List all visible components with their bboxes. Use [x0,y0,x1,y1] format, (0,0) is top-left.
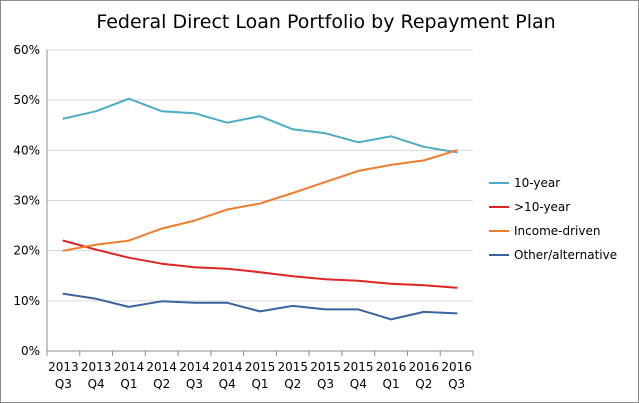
series-line-10-year [62,239,458,289]
x-tick-label: 2014 Q3 [179,360,210,391]
x-tick-label: 2016 Q3 [441,360,472,391]
legend-label: Other/alternative [514,248,617,262]
legend: 10-year >10-year Income-driven Other/altern… [489,176,617,262]
series-lines [62,97,458,321]
y-tick-label: 10% [13,294,40,308]
series-line-other-alternative [62,292,458,321]
x-tick-label: 2014 Q1 [114,360,145,391]
series-line-10-year [62,97,458,154]
x-tick-label: 2015 Q4 [343,360,374,391]
gridlines [47,49,473,302]
y-tick-label: 20% [13,244,40,258]
x-tick-label: 2015 Q1 [245,360,276,391]
y-tick-label: 30% [13,194,40,208]
y-tick-label: 40% [13,143,40,157]
legend-label: >10-year [514,200,570,214]
y-axis-ticks: 0% 10% 20% 30% 40% 50% 60% [13,43,40,358]
x-tick-label: 2015 Q2 [277,360,308,391]
y-tick-label: 0% [21,344,40,358]
x-tick-label: 2016 Q2 [409,360,440,391]
x-tick-label: 2016 Q1 [376,360,407,391]
x-tick-label: 2013 Q3 [48,360,79,391]
legend-label: 10-year [514,176,560,190]
x-tick-label: 2013 Q4 [81,360,112,391]
series-line-income-driven [62,149,458,252]
x-tick-label: 2014 Q2 [146,360,177,391]
y-tick-label: 60% [13,43,40,57]
chart-title: Federal Direct Loan Portfolio by Repayme… [96,11,555,33]
y-tick-label: 50% [13,93,40,107]
axes [46,50,473,352]
x-tick-label: 2014 Q4 [212,360,243,391]
x-tick-label: 2015 Q3 [310,360,341,391]
legend-label: Income-driven [514,224,600,238]
